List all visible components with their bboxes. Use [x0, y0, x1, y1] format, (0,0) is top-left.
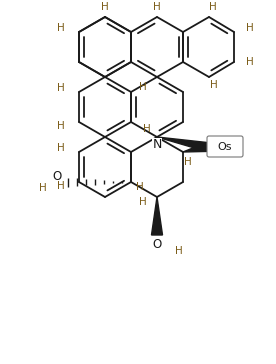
Text: H: H	[57, 181, 65, 191]
Text: H: H	[139, 82, 147, 92]
Text: H: H	[184, 157, 192, 167]
Text: H: H	[210, 80, 218, 90]
Text: H: H	[101, 2, 109, 12]
Text: Os: Os	[218, 142, 232, 151]
Text: H: H	[39, 183, 47, 193]
Polygon shape	[157, 137, 208, 151]
Text: H: H	[57, 23, 65, 33]
Text: H: H	[136, 182, 144, 192]
Text: H: H	[57, 143, 65, 153]
Text: H: H	[57, 121, 65, 131]
Polygon shape	[152, 197, 163, 235]
Text: N: N	[152, 138, 162, 151]
Text: O: O	[52, 170, 62, 183]
Text: H: H	[153, 2, 161, 12]
Text: H: H	[139, 197, 147, 207]
Text: H: H	[246, 57, 254, 67]
Text: H: H	[57, 83, 65, 93]
Text: H: H	[209, 2, 217, 12]
Text: H: H	[246, 23, 254, 33]
Text: H: H	[175, 246, 183, 256]
Text: H: H	[143, 124, 151, 134]
FancyBboxPatch shape	[207, 136, 243, 157]
Text: O: O	[152, 237, 162, 250]
Polygon shape	[183, 143, 208, 152]
